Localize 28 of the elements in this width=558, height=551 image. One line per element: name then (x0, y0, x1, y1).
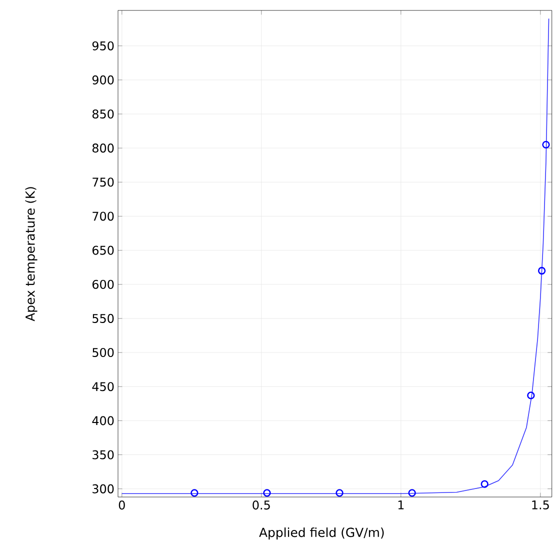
y-tick-label: 550 (92, 314, 114, 323)
x-tick-label: 0 (118, 500, 125, 510)
y-tick-label: 750 (92, 178, 114, 187)
point (542, 140, 550, 148)
y-tick-label: 500 (92, 348, 114, 358)
point (263, 489, 271, 497)
y-tick-label: 800 (92, 144, 114, 153)
y-tick-label: 650 (92, 246, 114, 255)
y-tick-label: 950 (92, 41, 114, 50)
point (336, 489, 344, 497)
y-tick-label: 700 (92, 212, 114, 221)
point (190, 489, 198, 497)
y-tick-label: 300 (92, 484, 114, 494)
y-tick-label: 350 (92, 450, 114, 460)
y-tick-label: 400 (92, 416, 114, 426)
point (527, 392, 535, 400)
x-tick-label: 1 (398, 500, 404, 510)
x-tick-label: 1.5 (532, 500, 549, 510)
y-tick-label: 600 (92, 280, 114, 289)
point (408, 489, 416, 497)
y-tick-label: 900 (92, 75, 114, 84)
x-axis-title: Applied field (GV/m) (259, 527, 384, 540)
point (538, 266, 546, 275)
x-tick-label: 0.5 (252, 500, 270, 510)
y-axis-title: Apex temperature (K) (25, 187, 38, 322)
point (480, 480, 488, 488)
y-tick-label: 450 (92, 382, 114, 392)
y-tick-label: 850 (92, 109, 114, 119)
